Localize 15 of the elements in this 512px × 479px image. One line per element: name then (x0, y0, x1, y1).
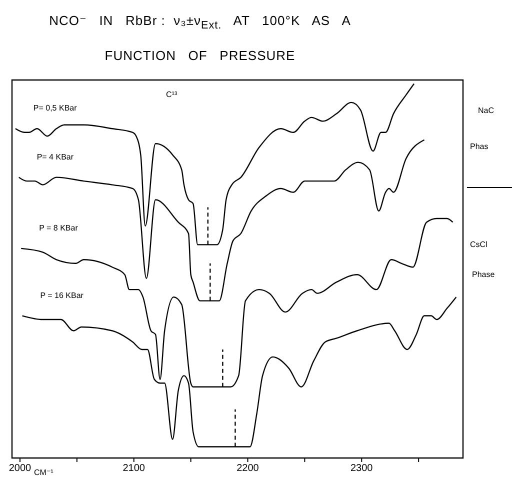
series-label: P= 0,5 KBar (33, 104, 78, 113)
text: P= 4 KBar (36, 152, 74, 162)
x-tick-label: 2300 (350, 463, 374, 474)
chart-title: NCO⁻ IN RbBr : ν₃±ν$_{Ext.}$ AT 100°K AS A FUNCTION OF PRESSURE (49, 13, 351, 63)
x-tick-label: 2000 (8, 463, 32, 474)
text: CsCl (470, 240, 488, 249)
text: NaC (478, 106, 494, 115)
text: Phas (470, 142, 488, 151)
x-tick-label: 2200 (236, 463, 260, 474)
text: P = 16 KBar (40, 290, 84, 300)
text: P = 8 KBar (39, 223, 78, 232)
x-axis-title: CM⁻¹ (34, 468, 54, 477)
text: Phase (472, 270, 495, 279)
annotation: C¹³ (166, 90, 178, 99)
x-tick-label: 2100 (122, 463, 146, 474)
